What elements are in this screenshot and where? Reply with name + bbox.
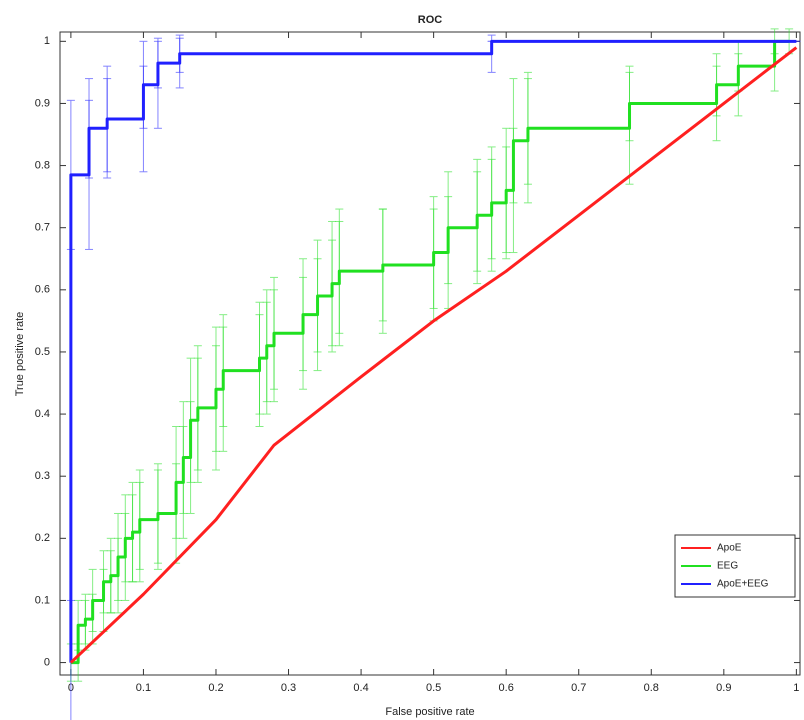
x-axis-label: False positive rate bbox=[385, 706, 474, 718]
y-tick-label: 0 bbox=[44, 656, 50, 668]
y-tick-label: 0.6 bbox=[35, 284, 50, 296]
legend-label: EEG bbox=[717, 561, 738, 572]
x-tick-label: 0.8 bbox=[644, 682, 659, 694]
y-tick-label: 0.8 bbox=[35, 159, 50, 171]
chart-title: ROC bbox=[418, 14, 443, 26]
x-tick-label: 0.9 bbox=[716, 682, 731, 694]
x-tick-label: 0.7 bbox=[571, 682, 586, 694]
y-tick-label: 0.3 bbox=[35, 470, 50, 482]
y-tick-label: 0.2 bbox=[35, 532, 50, 544]
x-tick-label: 0.4 bbox=[353, 682, 368, 694]
x-tick-label: 0.1 bbox=[136, 682, 151, 694]
x-tick-label: 0.6 bbox=[499, 682, 514, 694]
y-tick-label: 0.9 bbox=[35, 97, 50, 109]
x-tick-label: 0.5 bbox=[426, 682, 441, 694]
series-line bbox=[69, 46, 798, 664]
y-tick-label: 0.7 bbox=[35, 222, 50, 234]
x-tick-label: 0.2 bbox=[208, 682, 223, 694]
y-tick-label: 0.5 bbox=[35, 346, 50, 358]
x-tick-label: 0.3 bbox=[281, 682, 296, 694]
x-tick-label: 1 bbox=[793, 682, 799, 694]
y-tick-label: 1 bbox=[44, 35, 50, 47]
y-tick-label: 0.1 bbox=[35, 594, 50, 606]
series-line bbox=[70, 39, 790, 665]
y-tick-label: 0.4 bbox=[35, 408, 50, 420]
legend-label: ApoE bbox=[717, 543, 742, 554]
legend-label: ApoE+EEG bbox=[717, 579, 769, 590]
series-line bbox=[69, 39, 797, 663]
y-axis-label: True positive rate bbox=[14, 312, 26, 397]
